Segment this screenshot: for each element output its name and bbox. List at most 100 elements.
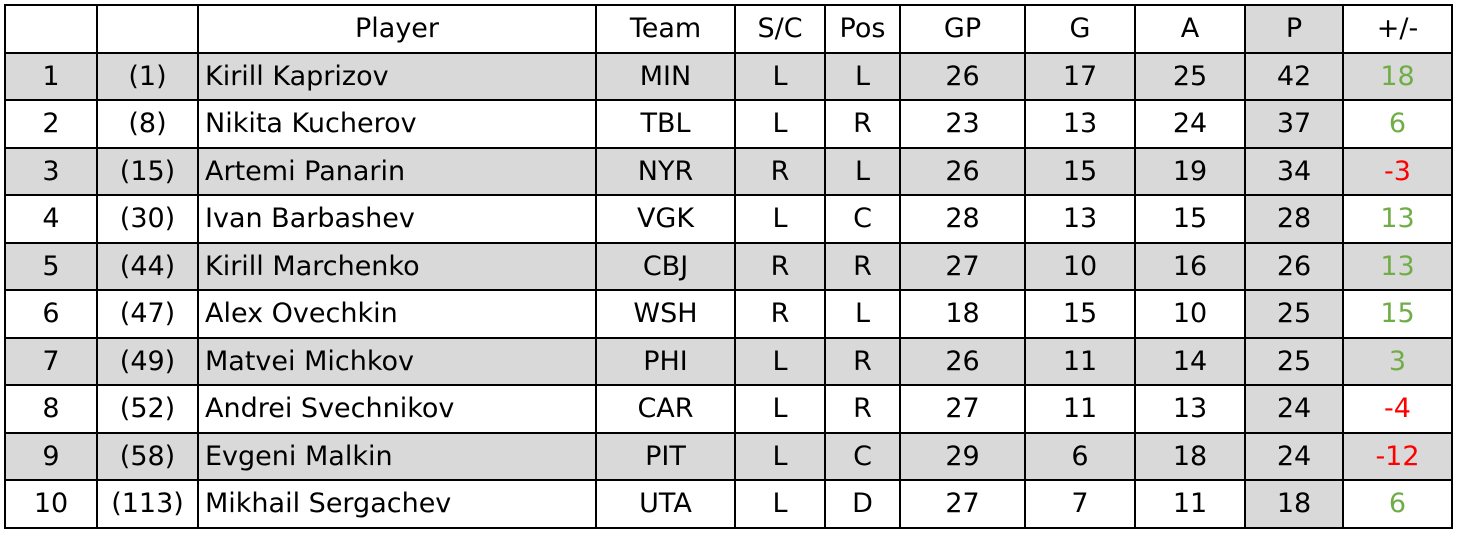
table-cell: CBJ <box>595 241 736 291</box>
table-cell: 37 <box>1244 99 1344 149</box>
table-cell: 9 <box>4 431 98 481</box>
table-cell: 27 <box>899 384 1026 434</box>
table-cell: L <box>734 194 826 244</box>
table-cell: -12 <box>1342 431 1453 481</box>
table-cell: 25 <box>1244 289 1344 339</box>
table-cell: (44) <box>96 241 199 291</box>
header-cell: Team <box>595 4 736 54</box>
table-cell: Kirill Kaprizov <box>197 51 597 101</box>
table-cell: 6 <box>1024 431 1136 481</box>
table-row: 1 (1) Kirill Kaprizov MIN L L 26 17 25 42 18 <box>4 51 1453 101</box>
table-row: 5 (44) Kirill Marchenko CBJ R R 27 10 16 26 13 <box>4 241 1453 291</box>
table-cell: 8 <box>4 384 98 434</box>
table-cell: L <box>734 384 826 434</box>
table-cell: L <box>734 336 826 386</box>
table-row: 10 (113) Mikhail Sergachev UTA L D 27 7 11 18 6 <box>4 479 1453 529</box>
stats-table: Player Team S/C Pos GP G A P +/- 1 (1) Kirill Kapr… <box>4 4 1453 529</box>
table-cell: 25 <box>1244 336 1344 386</box>
table-cell: 23 <box>899 99 1026 149</box>
table-cell: Evgeni Malkin <box>197 431 597 481</box>
table-cell: (47) <box>96 289 199 339</box>
table-cell: 28 <box>899 194 1026 244</box>
table-cell: 4 <box>4 194 98 244</box>
table-cell: -4 <box>1342 384 1453 434</box>
table-cell: 11 <box>1024 384 1136 434</box>
table-row: 6 (47) Alex Ovechkin WSH R L 18 15 10 25 15 <box>4 289 1453 339</box>
table-cell: 16 <box>1134 241 1246 291</box>
table-cell: 18 <box>1244 479 1344 529</box>
table-cell: 15 <box>1024 146 1136 196</box>
table-cell: Nikita Kucherov <box>197 99 597 149</box>
table-cell: UTA <box>595 479 736 529</box>
table-cell: 18 <box>1342 51 1453 101</box>
table-cell: Artemi Panarin <box>197 146 597 196</box>
table-row: 2 (8) Nikita Kucherov TBL L R 23 13 24 37 6 <box>4 99 1453 149</box>
table-cell: 11 <box>1134 479 1246 529</box>
table-cell: 1 <box>4 51 98 101</box>
table-cell: (8) <box>96 99 199 149</box>
table-cell: (15) <box>96 146 199 196</box>
table-cell: 13 <box>1024 194 1136 244</box>
table-cell: L <box>824 146 901 196</box>
header-cell: G <box>1024 4 1136 54</box>
table-cell: 18 <box>1134 431 1246 481</box>
table-cell: Andrei Svechnikov <box>197 384 597 434</box>
table-cell: R <box>824 384 901 434</box>
table-cell: 5 <box>4 241 98 291</box>
table-cell: 13 <box>1342 241 1453 291</box>
table-cell: (30) <box>96 194 199 244</box>
table-cell: D <box>824 479 901 529</box>
table-cell: 13 <box>1134 384 1246 434</box>
table-cell: 6 <box>4 289 98 339</box>
header-cell: Pos <box>824 4 901 54</box>
header-cell: S/C <box>734 4 826 54</box>
table-cell: 2 <box>4 99 98 149</box>
table-cell: 13 <box>1342 194 1453 244</box>
table-cell: 42 <box>1244 51 1344 101</box>
header-cell: +/- <box>1342 4 1453 54</box>
table-cell: L <box>734 99 826 149</box>
table-cell: 24 <box>1134 99 1246 149</box>
table-row: 4 (30) Ivan Barbashev VGK L C 28 13 15 28 13 <box>4 194 1453 244</box>
table-cell: 7 <box>1024 479 1136 529</box>
table-cell: 19 <box>1134 146 1246 196</box>
table-cell: 17 <box>1024 51 1136 101</box>
table-cell: L <box>734 479 826 529</box>
table-cell: 11 <box>1024 336 1136 386</box>
table-cell: (58) <box>96 431 199 481</box>
table-cell: PHI <box>595 336 736 386</box>
header-cell: GP <box>899 4 1026 54</box>
table-cell: 7 <box>4 336 98 386</box>
table-cell: 10 <box>4 479 98 529</box>
table-cell: R <box>824 99 901 149</box>
table-cell: 26 <box>899 51 1026 101</box>
table-cell: 24 <box>1244 384 1344 434</box>
table-cell: 15 <box>1134 194 1246 244</box>
table-cell: 26 <box>1244 241 1344 291</box>
table-cell: TBL <box>595 99 736 149</box>
table-cell: 27 <box>899 241 1026 291</box>
table-row: 8 (52) Andrei Svechnikov CAR L R 27 11 13 24 -4 <box>4 384 1453 434</box>
table-cell: 27 <box>899 479 1026 529</box>
table-cell: C <box>824 194 901 244</box>
header-cell <box>96 4 199 54</box>
table-cell: R <box>734 146 826 196</box>
table-cell: 3 <box>4 146 98 196</box>
header-row: Player Team S/C Pos GP G A P +/- <box>4 4 1453 54</box>
table-cell: L <box>824 51 901 101</box>
table-cell: 25 <box>1134 51 1246 101</box>
table-cell: 28 <box>1244 194 1344 244</box>
table-cell: (1) <box>96 51 199 101</box>
table-cell: 15 <box>1342 289 1453 339</box>
table-cell: MIN <box>595 51 736 101</box>
table-cell: R <box>734 241 826 291</box>
table-cell: 26 <box>899 336 1026 386</box>
table-cell: -3 <box>1342 146 1453 196</box>
table-cell: WSH <box>595 289 736 339</box>
table-cell: 34 <box>1244 146 1344 196</box>
table-row: 9 (58) Evgeni Malkin PIT L C 29 6 18 24 -12 <box>4 431 1453 481</box>
table-cell: 13 <box>1024 99 1136 149</box>
table-cell: PIT <box>595 431 736 481</box>
header-cell <box>4 4 98 54</box>
